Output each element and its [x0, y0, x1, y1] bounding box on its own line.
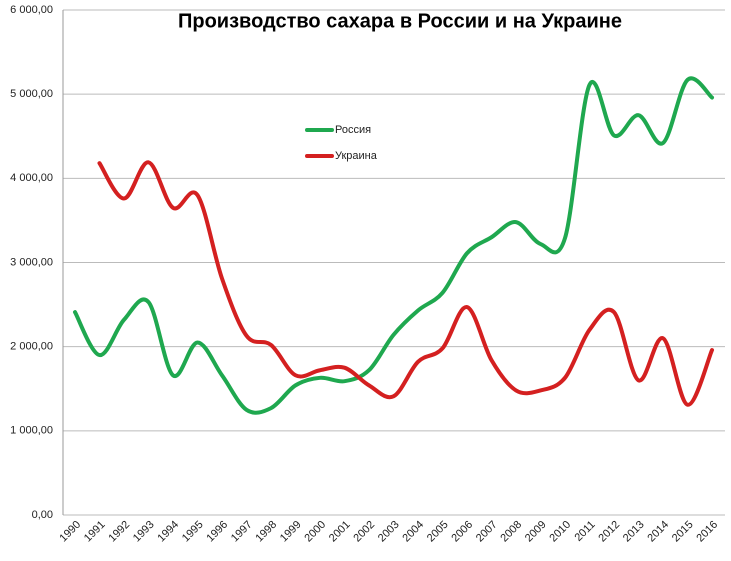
x-tick-label: 1991 [82, 519, 108, 545]
y-tick-label: 0,00 [32, 509, 53, 521]
x-tick-label: 1998 [253, 519, 279, 545]
series-line [73, 76, 714, 415]
x-tick-label: 2001 [327, 519, 353, 545]
x-tick-label: 2013 [621, 519, 647, 545]
x-tick-label: 1997 [229, 519, 255, 545]
x-tick-label: 1995 [180, 519, 206, 545]
x-tick-label: 2005 [425, 519, 451, 545]
y-tick-label: 1 000,00 [10, 425, 53, 437]
x-tick-label: 1999 [278, 519, 304, 545]
x-tick-label: 2006 [449, 519, 475, 545]
chart-title: Производство сахара в России и на Украин… [178, 10, 622, 32]
y-tick-label: 2 000,00 [10, 341, 53, 353]
x-tick-label: 2004 [400, 519, 426, 545]
legend-label: Россия [335, 124, 371, 136]
x-tick-label: 2010 [547, 519, 573, 545]
x-tick-label: 1992 [106, 519, 132, 545]
y-tick-label: 3 000,00 [10, 256, 53, 268]
x-tick-label: 2012 [596, 519, 622, 545]
x-tick-label: 1996 [204, 519, 230, 545]
x-tick-label: 2015 [670, 519, 696, 545]
x-tick-label: 1990 [57, 519, 83, 545]
y-tick-label: 6 000,00 [10, 4, 53, 16]
x-tick-label: 2003 [376, 519, 402, 545]
series-line [97, 160, 714, 407]
legend-label: Украина [335, 150, 378, 162]
x-tick-label: 1994 [155, 519, 181, 545]
x-tick-label: 2002 [351, 519, 377, 545]
x-tick-label: 2016 [694, 519, 720, 545]
x-tick-label: 2011 [572, 519, 597, 544]
x-tick-label: 2000 [302, 519, 328, 545]
x-tick-label: 1993 [131, 519, 157, 545]
x-tick-label: 2007 [474, 519, 500, 545]
x-tick-label: 2009 [523, 519, 549, 545]
y-tick-label: 4 000,00 [10, 172, 53, 184]
y-tick-label: 5 000,00 [10, 88, 53, 100]
x-tick-label: 2014 [645, 519, 671, 545]
x-tick-label: 2008 [498, 519, 524, 545]
